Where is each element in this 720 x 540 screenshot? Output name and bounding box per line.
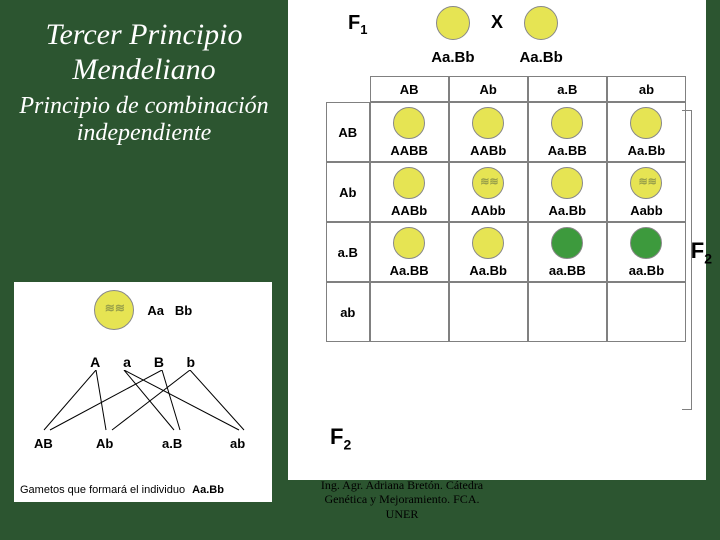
- pea-icon: [393, 107, 425, 139]
- punnett-cell: AABb: [370, 162, 449, 222]
- gamete-Ab: Ab: [96, 436, 113, 451]
- cell-geno: Aa.Bb: [469, 263, 507, 278]
- f1-label: F1: [348, 12, 367, 37]
- parent-genotype: Aa Bb: [147, 303, 192, 318]
- gamete-caption: Gametos que formará el individuo Aa.Bb: [20, 484, 224, 496]
- credit-line: Ing. Agr. Adriana Bretón. Cátedra: [292, 478, 512, 492]
- main-title: Tercer Principio Mendeliano: [8, 18, 280, 87]
- cell-geno: AAbb: [471, 203, 506, 218]
- pea-icon: ≋≋: [472, 167, 504, 199]
- f1-parent-b: Aa.Bb: [519, 6, 562, 66]
- gamete-AB: AB: [34, 436, 53, 451]
- f2-side-label: F2: [691, 238, 712, 266]
- punnett-cell: Aa.Bb: [528, 162, 607, 222]
- cell-geno: AABb: [391, 203, 427, 218]
- pea-icon: [472, 107, 504, 139]
- punnett-cell-empty: [607, 282, 686, 342]
- f2-bottom-label: F2: [330, 424, 351, 452]
- allele-A: A: [81, 354, 109, 370]
- pea-icon: [551, 227, 583, 259]
- subtitle: Principio de combinación independiente: [8, 93, 280, 147]
- punnett-corner: [326, 76, 370, 102]
- row-header: a.B: [326, 222, 370, 282]
- punnett-cell: aa.BB: [528, 222, 607, 282]
- punnett-header-row: AB Ab a.B ab: [326, 76, 686, 102]
- cell-geno: aa.Bb: [629, 263, 664, 278]
- cell-geno: AABB: [390, 143, 428, 158]
- punnett-cell: ≋≋ AAbb: [449, 162, 528, 222]
- gamete-ab: ab: [230, 436, 245, 451]
- caption-genotype: Aa.Bb: [192, 484, 224, 496]
- row-header: AB: [326, 102, 370, 162]
- punnett-cell: Aa.Bb: [607, 102, 686, 162]
- segregation-lines-icon: [14, 370, 272, 440]
- cross-symbol: X: [491, 6, 503, 33]
- col-header: Ab: [449, 76, 528, 102]
- allele-row: A a B b: [14, 354, 272, 370]
- punnett-square: AB Ab a.B ab AB AABB AABb Aa.BB Aa.Bb Ab…: [326, 76, 686, 342]
- punnett-row: Ab AABb ≋≋ AAbb Aa.Bb ≋≋ Aabb: [326, 162, 686, 222]
- f2-sub: 2: [343, 436, 351, 452]
- pea-icon: [551, 167, 583, 199]
- allele-B: B: [145, 354, 173, 370]
- cell-geno: Aa.BB: [390, 263, 429, 278]
- pea-icon: ≋≋: [94, 290, 134, 330]
- punnett-cell: Aa.Bb: [449, 222, 528, 282]
- pea-icon: [630, 227, 662, 259]
- pea-icon: [524, 6, 558, 40]
- gamete-formation-diagram: ≋≋ Aa Bb A a B b AB Ab a.B ab Gametos qu…: [14, 282, 272, 502]
- f2-sub: 2: [704, 250, 712, 266]
- punnett-cell: AABb: [449, 102, 528, 162]
- allele-pair-a: Aa: [147, 303, 164, 318]
- punnett-row: AB AABB AABb Aa.BB Aa.Bb: [326, 102, 686, 162]
- cell-geno: Aa.Bb: [549, 203, 587, 218]
- col-header: a.B: [528, 76, 607, 102]
- punnett-cell-empty: [370, 282, 449, 342]
- f1-parent-a-geno: Aa.Bb: [431, 49, 474, 66]
- punnett-cell: Aa.BB: [528, 102, 607, 162]
- row-header: Ab: [326, 162, 370, 222]
- punnett-panel: F1 Aa.Bb X Aa.Bb AB Ab a.B ab AB AABB AA…: [288, 0, 706, 480]
- punnett-cell: ≋≋ Aabb: [607, 162, 686, 222]
- f1-parent-a: Aa.Bb: [431, 6, 474, 66]
- f1-parent-b-geno: Aa.Bb: [519, 49, 562, 66]
- gamete-aB: a.B: [162, 436, 182, 451]
- caption-text: Gametos que formará el individuo: [20, 484, 185, 496]
- row-header: ab: [326, 282, 370, 342]
- allele-pair-b: Bb: [175, 303, 192, 318]
- gamete-parent: ≋≋ Aa Bb: [14, 290, 272, 330]
- f1-letter: F: [348, 12, 360, 34]
- pea-icon: [551, 107, 583, 139]
- col-header: AB: [370, 76, 449, 102]
- f1-cross-row: F1 Aa.Bb X Aa.Bb: [288, 6, 706, 66]
- pea-icon: [436, 6, 470, 40]
- cell-geno: Aa.Bb: [628, 143, 666, 158]
- allele-a: a: [113, 354, 141, 370]
- col-header: ab: [607, 76, 686, 102]
- f2-letter: F: [691, 238, 704, 263]
- punnett-cell: AABB: [370, 102, 449, 162]
- credit-block: Ing. Agr. Adriana Bretón. Cátedra Genéti…: [292, 478, 512, 528]
- cell-geno: Aabb: [630, 203, 663, 218]
- cell-geno: AABb: [470, 143, 506, 158]
- pea-icon: [393, 227, 425, 259]
- punnett-cell: aa.Bb: [607, 222, 686, 282]
- cell-geno: Aa.BB: [548, 143, 587, 158]
- punnett-row: a.B Aa.BB Aa.Bb aa.BB aa.Bb: [326, 222, 686, 282]
- credit-line: UNER: [292, 507, 512, 521]
- punnett-cell-empty: [449, 282, 528, 342]
- punnett-row: ab: [326, 282, 686, 342]
- pea-icon: ≋≋: [630, 167, 662, 199]
- f2-letter: F: [330, 424, 343, 449]
- cell-geno: aa.BB: [549, 263, 586, 278]
- pea-icon: [630, 107, 662, 139]
- pea-icon: [472, 227, 504, 259]
- punnett-cell: Aa.BB: [370, 222, 449, 282]
- credit-line: Genética y Mejoramiento. FCA.: [292, 492, 512, 506]
- pea-icon: [393, 167, 425, 199]
- f1-sub: 1: [360, 22, 367, 37]
- punnett-cell-empty: [528, 282, 607, 342]
- allele-b: b: [177, 354, 205, 370]
